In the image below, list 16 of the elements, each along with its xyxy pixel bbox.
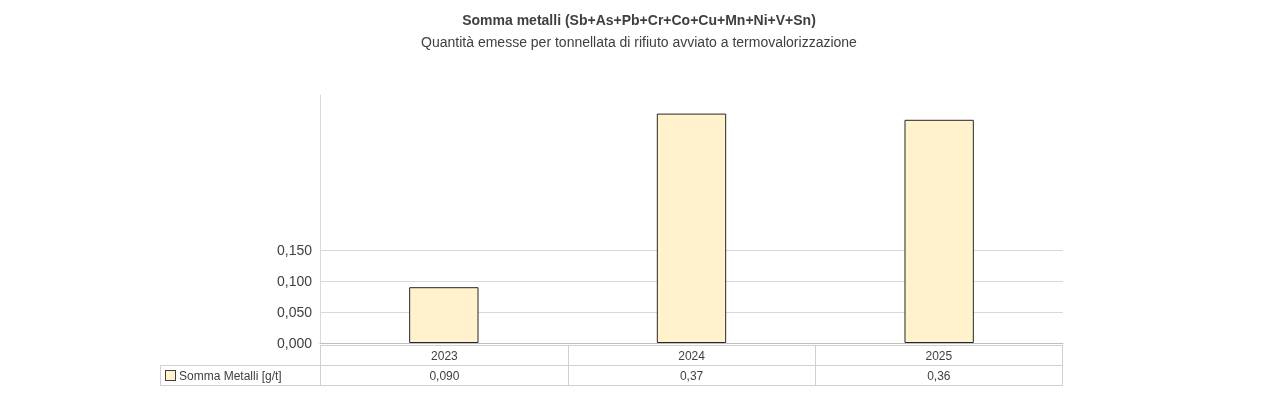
bar [656,113,727,343]
data-label: 0,37 [568,365,816,386]
x-tick-label: 2025 [815,345,1063,366]
data-label: 0,090 [320,365,569,386]
legend-label: Somma Metalli [g/t] [160,365,321,386]
y-tick-label: 0,150 [276,242,313,258]
y-tick-label: 0,050 [276,304,313,320]
bar [904,119,974,343]
chart-subtitle: Quantità emesse per tonnellata di rifiuto avviato a termovalorizzazione [421,34,858,50]
x-tick-label: 2023 [320,345,569,366]
y-tick-label: 0,000 [276,335,313,351]
chart-title: Somma metalli (Sb+As+Pb+Cr+Co+Cu+Mn+Ni+V+Sn) [462,12,816,28]
data-label: 0,36 [815,365,1063,386]
bar [409,287,479,343]
y-tick-label: 0,100 [276,273,313,289]
x-tick-label: 2024 [568,345,816,366]
